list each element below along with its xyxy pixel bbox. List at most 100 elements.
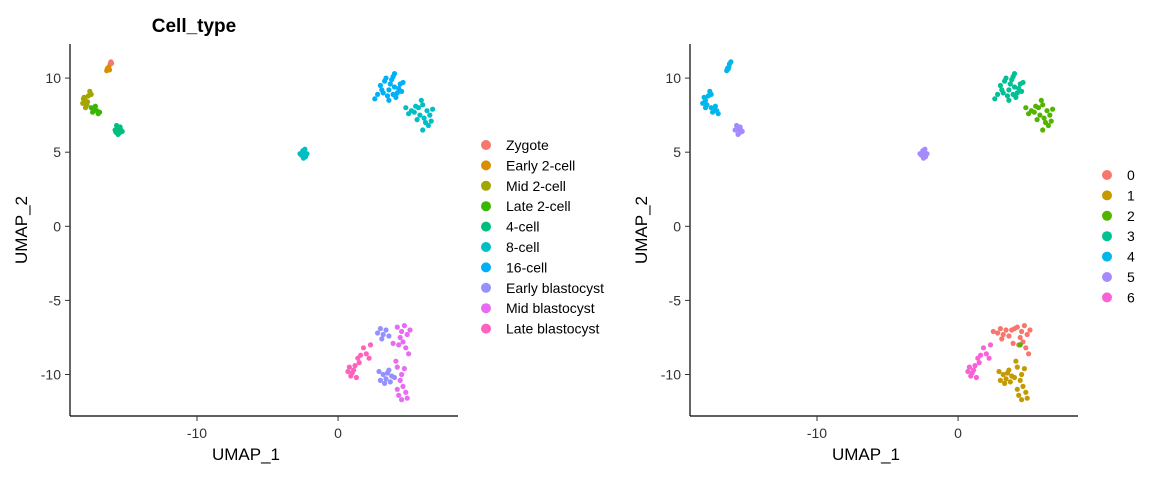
legend-label: 6 <box>1127 289 1135 305</box>
data-point <box>394 364 400 370</box>
data-point <box>924 151 930 157</box>
data-point <box>710 109 716 115</box>
data-point <box>414 117 420 123</box>
data-point <box>978 352 984 358</box>
data-point <box>304 151 310 157</box>
y-tick-label: 10 <box>45 70 61 86</box>
data-point <box>1038 97 1044 103</box>
data-point <box>379 87 385 93</box>
legend-marker <box>1102 210 1112 221</box>
x-axis-title: UMAP_1 <box>832 445 900 464</box>
legend-marker <box>1102 272 1112 282</box>
data-point <box>737 124 743 130</box>
chart-panel-2: -10 0 -10 -5 0 5 10 UMAP_1 UMAP_2 0 1 2 3 4 5 6 <box>632 44 1135 464</box>
data-point <box>715 111 721 117</box>
data-point <box>399 371 405 378</box>
data-point <box>1017 334 1023 341</box>
data-point <box>367 342 374 348</box>
data-point <box>1041 115 1047 121</box>
series-late-blastocyst <box>345 342 374 381</box>
data-point <box>428 118 434 124</box>
data-point <box>396 392 402 398</box>
series-2 <box>1017 97 1056 348</box>
data-point <box>973 374 980 381</box>
data-point <box>80 100 86 106</box>
data-point <box>358 352 364 358</box>
data-point <box>995 330 1001 336</box>
data-point <box>92 103 98 109</box>
data-point <box>987 342 994 348</box>
data-point <box>999 87 1005 93</box>
data-point <box>1019 328 1025 335</box>
legend-marker <box>1102 251 1112 262</box>
data-point <box>1019 397 1025 403</box>
data-point <box>1010 340 1016 346</box>
x-axis-title: UMAP_1 <box>212 445 280 464</box>
data-point <box>90 109 96 115</box>
data-point <box>430 106 436 112</box>
data-point <box>1024 395 1030 401</box>
legend-label: 3 <box>1127 228 1135 244</box>
data-point <box>406 351 412 357</box>
data-point <box>366 355 372 361</box>
data-point <box>1040 127 1046 133</box>
data-point <box>297 151 303 157</box>
data-point <box>109 60 115 66</box>
data-point <box>363 351 369 357</box>
data-point <box>387 81 393 87</box>
y-tick-label: 5 <box>53 144 61 160</box>
data-point <box>383 376 389 382</box>
data-point <box>384 370 391 376</box>
data-point <box>401 366 407 372</box>
data-point <box>920 155 927 161</box>
legend-marker <box>481 221 491 232</box>
data-point <box>360 345 367 351</box>
data-point <box>1050 106 1056 112</box>
data-point <box>346 364 352 370</box>
y-tick-label: 0 <box>53 218 61 234</box>
data-point <box>400 339 406 345</box>
data-point <box>712 103 719 109</box>
series-4-cell <box>112 122 125 137</box>
legend-marker <box>481 160 491 171</box>
data-point <box>999 336 1005 342</box>
data-point <box>1026 111 1032 117</box>
data-point <box>1016 392 1022 398</box>
data-point <box>1004 93 1011 99</box>
data-point <box>376 368 382 375</box>
data-point <box>82 105 89 111</box>
data-point <box>1014 90 1020 96</box>
data-point <box>420 127 426 133</box>
data-point <box>996 368 1002 375</box>
data-point <box>1035 105 1042 111</box>
data-point <box>391 71 398 77</box>
legend-label: 4 <box>1127 249 1135 265</box>
data-point <box>1000 331 1006 338</box>
data-point <box>397 377 403 383</box>
legend-marker <box>481 282 491 293</box>
legend-marker <box>481 180 491 191</box>
data-point <box>966 364 973 370</box>
legend-marker <box>1102 190 1112 201</box>
series-1 <box>996 358 1030 403</box>
data-point <box>302 146 308 152</box>
data-point <box>377 82 383 89</box>
data-point <box>396 342 402 348</box>
series-mid-2-cell <box>80 88 94 111</box>
data-point <box>383 327 389 333</box>
data-point <box>997 82 1004 89</box>
data-point <box>1021 366 1027 372</box>
legend-marker <box>1102 292 1112 303</box>
legend-marker <box>481 323 491 334</box>
data-point <box>976 360 982 366</box>
legend-label: Early 2-cell <box>506 157 575 173</box>
data-point <box>380 331 386 338</box>
data-point <box>425 122 431 129</box>
data-point <box>1044 108 1050 114</box>
data-point <box>382 380 388 386</box>
data-point <box>400 383 406 389</box>
y-tick-label: -5 <box>669 292 682 308</box>
data-point <box>1016 85 1022 92</box>
data-point <box>1002 380 1008 386</box>
data-point <box>1003 75 1009 81</box>
